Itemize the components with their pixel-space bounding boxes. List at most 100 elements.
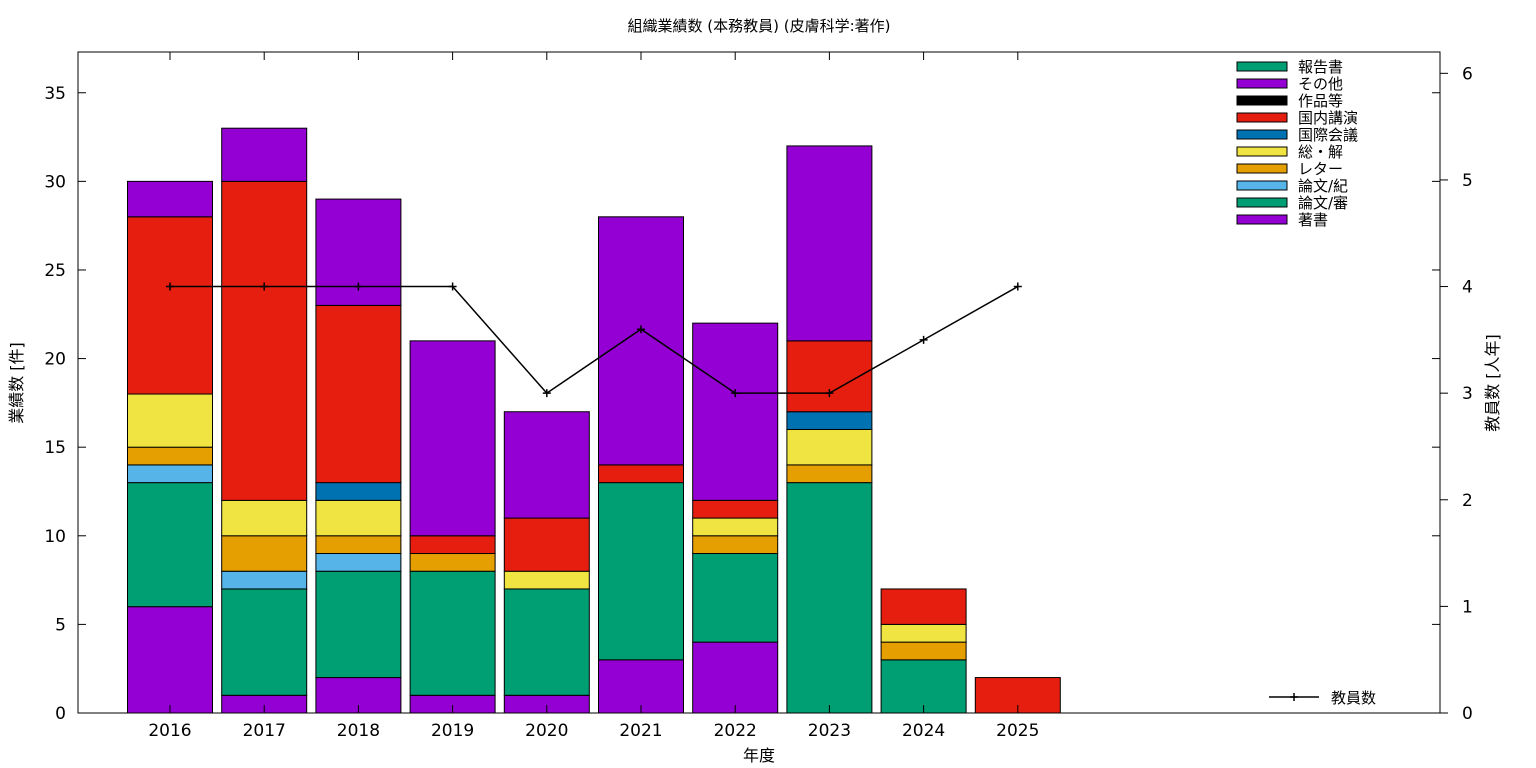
bar-2018-series-3 [315, 535, 402, 555]
bar-2017-series-1 [221, 588, 308, 696]
bar-2022-series-4 [692, 517, 779, 537]
bar-2016-series-8 [127, 180, 213, 218]
line-point-2019 [448, 282, 457, 291]
line-point-2022 [731, 389, 740, 398]
line-point-2020 [542, 389, 551, 398]
x-tick-label: 2016 [148, 721, 191, 741]
bar-2018-series-2 [315, 553, 402, 572]
y2-tick-label: 5 [1462, 171, 1473, 191]
bar-2020-series-1 [503, 588, 590, 696]
bar-2016-series-6 [127, 216, 213, 395]
legend-label: 報告書 [1298, 58, 1343, 76]
legend-swatch [1236, 78, 1288, 89]
line-point-2025 [1013, 282, 1022, 291]
legend-label: その他 [1298, 75, 1343, 93]
legend-label: 著書 [1298, 211, 1328, 229]
x-tick-label: 2022 [714, 721, 757, 741]
legend-label: 総・解 [1298, 143, 1343, 161]
y2-tick-label: 1 [1462, 597, 1473, 617]
bar-2022-series-8 [692, 322, 779, 501]
legend-swatch [1236, 197, 1288, 208]
bar-2018-series-5 [315, 482, 402, 501]
legend-swatch [1236, 61, 1288, 72]
y-tick-label: 35 [44, 84, 66, 104]
y-axis: 0 5 10 15 20 25 30 35 [44, 84, 1440, 724]
line-layer [166, 282, 1022, 398]
x-tick-label: 2025 [996, 721, 1039, 741]
legend-label: 論文/審 [1298, 194, 1348, 212]
chart-title: 組織業績数 (本務教員) (皮膚科学:著作) [628, 17, 891, 35]
y-axis-label: 業績数 [件] [7, 342, 26, 424]
line-point-2018 [354, 282, 363, 291]
legend-swatch [1236, 180, 1288, 191]
y-tick-label: 10 [44, 527, 66, 547]
y2-tick-label: 4 [1462, 278, 1473, 298]
bar-2022-series-3 [692, 535, 779, 555]
line-legend-label: 教員数 [1331, 689, 1376, 707]
bar-2023-series-8 [786, 145, 873, 342]
y2-axis: 0 1 2 3 4 5 6 [1440, 64, 1473, 724]
line-point-2024 [919, 335, 928, 344]
line-legend: 教員数 [1269, 689, 1376, 707]
line-point-2016 [166, 282, 174, 291]
legend-label: 国内講演 [1298, 109, 1358, 127]
line-point-2021 [637, 325, 645, 334]
x-axis: 2016 2017 2018 2019 2020 2021 2022 2023 2024 2025 [148, 52, 1039, 741]
bar-2021-series-6 [598, 464, 684, 484]
bar-2018-series-4 [315, 499, 402, 537]
y-tick-label: 15 [44, 438, 66, 458]
line-point-2023 [825, 389, 834, 398]
y-tick-label: 25 [44, 261, 66, 281]
bar-2018-series-1 [315, 570, 402, 679]
legend-label: 論文/紀 [1298, 177, 1348, 195]
bar-2019-series-1 [409, 570, 496, 696]
y2-tick-label: 3 [1462, 384, 1473, 404]
bar-2016-series-4 [127, 393, 213, 448]
y-tick-label: 30 [44, 172, 66, 192]
y-tick-label: 5 [55, 615, 66, 635]
bar-2024-series-6 [880, 588, 967, 625]
bar-2020-series-8 [503, 411, 590, 519]
bar-2017-series-6 [221, 180, 308, 501]
bar-2017-series-2 [221, 570, 308, 590]
bar-2022-series-0 [692, 641, 779, 714]
legend-label: 作品等 [1298, 92, 1343, 110]
bar-2024-series-3 [880, 641, 967, 661]
legend-swatch [1236, 112, 1288, 123]
y2-tick-label: 2 [1462, 491, 1473, 511]
bar-2016-series-3 [127, 446, 213, 466]
bar-2021-series-8 [598, 216, 684, 466]
x-tick-label: 2021 [619, 721, 662, 741]
bar-2024-series-4 [880, 623, 967, 643]
y2-axis-label: 教員数 [人年] [1483, 334, 1502, 432]
bar-2022-series-6 [692, 499, 779, 519]
bar-2023-series-5 [786, 411, 873, 430]
line-legend-marker [1290, 693, 1298, 701]
bar-2018-series-6 [315, 304, 402, 484]
x-tick-label: 2019 [431, 721, 474, 741]
bar-2017-series-3 [221, 535, 308, 572]
bar-2016-series-0 [127, 606, 213, 714]
bar-2019-series-8 [409, 340, 496, 537]
y-tick-label: 20 [44, 350, 66, 370]
x-tick-label: 2023 [808, 721, 851, 741]
bar-2023-series-1 [786, 482, 873, 714]
legend-swatch [1236, 95, 1288, 106]
legend-swatch [1236, 146, 1288, 157]
legend-swatch [1236, 129, 1288, 140]
y2-tick-label: 0 [1462, 704, 1473, 724]
plot-frame [77, 51, 1441, 714]
x-tick-label: 2024 [902, 721, 945, 741]
line-teacher-count [170, 285, 1019, 395]
y-tick-label: 0 [55, 704, 66, 724]
bar-2019-series-3 [409, 553, 496, 572]
legend-swatch [1236, 214, 1288, 225]
y2-tick-label: 6 [1462, 64, 1473, 84]
bar-2017-series-8 [221, 127, 308, 182]
bar-2016-series-2 [127, 464, 213, 484]
legend-swatch [1236, 163, 1288, 174]
bar-2023-series-3 [786, 464, 873, 484]
bar-2016-series-1 [127, 482, 213, 608]
